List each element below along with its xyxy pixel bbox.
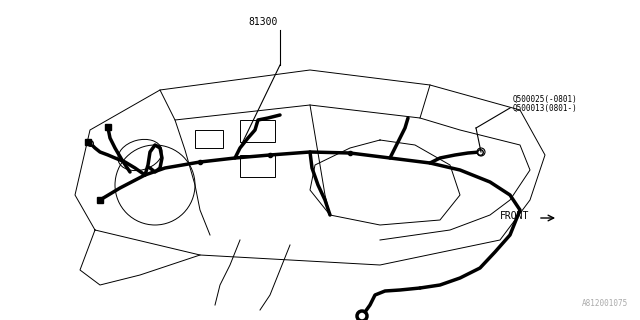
Bar xyxy=(240,120,275,142)
Text: 81300: 81300 xyxy=(248,17,278,27)
Text: A812001075: A812001075 xyxy=(582,299,628,308)
Text: Q500013(0801-): Q500013(0801-) xyxy=(513,104,578,113)
Text: Q500025(-0801): Q500025(-0801) xyxy=(513,95,578,104)
Bar xyxy=(240,155,275,177)
Bar xyxy=(195,130,223,148)
Text: FRONT: FRONT xyxy=(500,211,529,221)
